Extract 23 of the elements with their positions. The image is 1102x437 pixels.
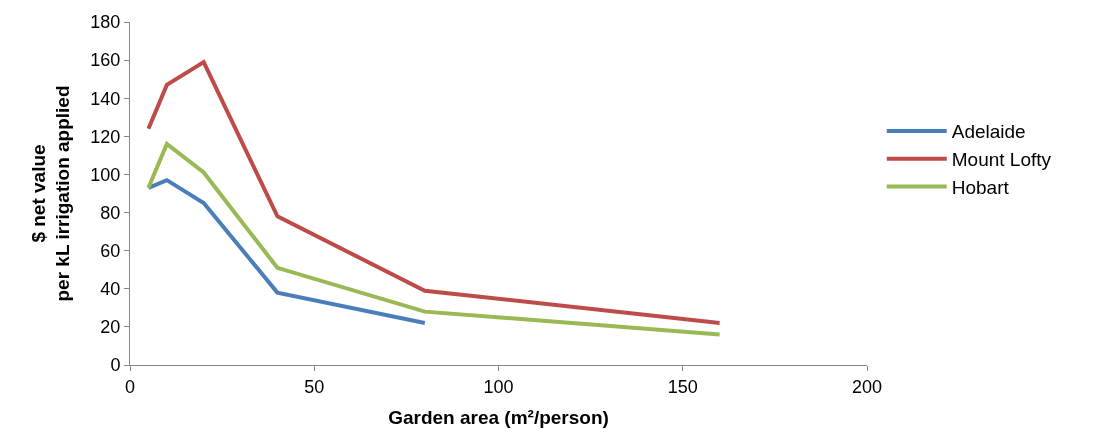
y-axis-title: $ net value per kL irrigation applied xyxy=(27,85,74,302)
line-series xyxy=(146,60,722,326)
x-tick-label: 200 xyxy=(851,376,883,397)
y-tick-label: 60 xyxy=(100,240,121,261)
y-tick-label: 40 xyxy=(100,279,121,300)
y-tick-label: 120 xyxy=(90,126,121,147)
line-series xyxy=(146,141,722,337)
y-tick-label: 140 xyxy=(90,88,121,109)
y-tick-label: 20 xyxy=(100,317,121,338)
x-tick-label: 150 xyxy=(667,376,698,397)
y-tick-label: 0 xyxy=(110,355,121,376)
y-tick-label: 160 xyxy=(90,50,121,71)
legend-label: Mount Lofty xyxy=(951,149,1052,171)
x-tick-label: 100 xyxy=(483,376,514,397)
x-axis-title: Garden area (m²/person) xyxy=(388,407,609,429)
x-tick-label: 0 xyxy=(124,376,136,397)
legend-label: Hobart xyxy=(951,176,1010,198)
legend-label: Adelaide xyxy=(951,121,1026,143)
x-tick-label: 50 xyxy=(304,376,325,397)
y-tick-label: 100 xyxy=(90,164,121,185)
y-tick-label: 180 xyxy=(90,12,121,33)
line-series xyxy=(146,178,427,326)
y-tick-label: 80 xyxy=(100,202,121,223)
